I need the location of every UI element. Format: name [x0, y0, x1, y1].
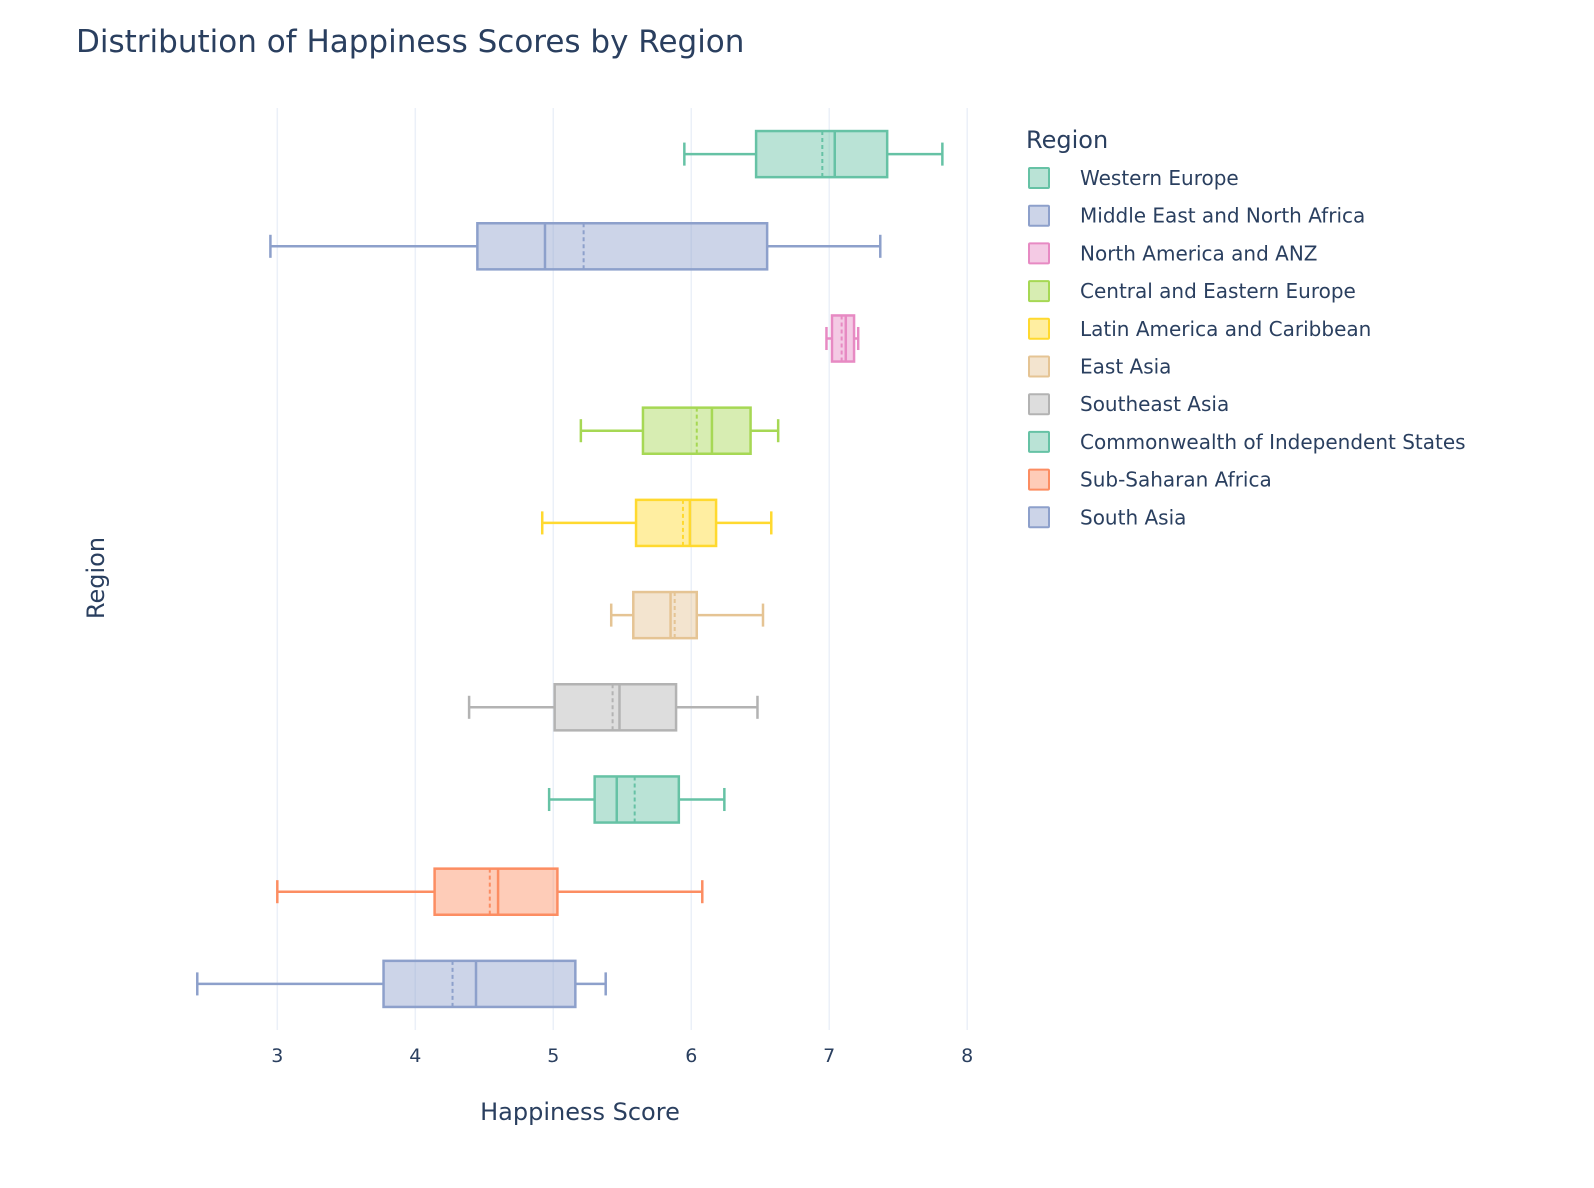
iqr-box	[382, 959, 577, 1009]
box-latin-america-and-caribbean[interactable]	[540, 498, 773, 548]
legend-swatch	[1028, 242, 1050, 265]
legend-label: East Asia	[1080, 355, 1171, 379]
box-southeast-asia[interactable]	[467, 683, 759, 732]
box-western-europe[interactable]	[683, 129, 944, 179]
legend-item[interactable]: Latin America and Caribbean	[1028, 317, 1371, 341]
iqr-box	[632, 590, 699, 640]
x-tick-label: 7	[823, 1045, 835, 1067]
legend-swatch	[1028, 204, 1050, 227]
x-tick-label: 6	[685, 1045, 697, 1067]
legend-swatch	[1028, 468, 1050, 491]
legend-label: Sub-Saharan Africa	[1080, 468, 1272, 492]
iqr-box	[553, 683, 678, 732]
box-middle-east-and-north-africa[interactable]	[269, 222, 882, 271]
box-sub-saharan-africa[interactable]	[276, 867, 704, 917]
iqr-box	[476, 222, 769, 271]
box-north-america-and-anz[interactable]	[825, 314, 860, 363]
legend-label: Central and Eastern Europe	[1080, 279, 1356, 303]
legend-item[interactable]: Commonwealth of Independent States	[1028, 430, 1466, 454]
legend-label: Latin America and Caribbean	[1080, 317, 1371, 341]
legend-swatch	[1028, 280, 1050, 303]
box-commonwealth-of-independent-states[interactable]	[547, 775, 726, 824]
legend-swatch	[1028, 317, 1050, 340]
legend-swatch	[1028, 430, 1050, 453]
x-axis-title: Happiness Score	[480, 1098, 680, 1126]
legend-label: Middle East and North Africa	[1080, 204, 1365, 228]
iqr-box	[830, 314, 856, 363]
legend-item[interactable]: Southeast Asia	[1028, 392, 1229, 416]
x-tick-labels: 3 4 5 6 7 8	[271, 1045, 973, 1067]
legend-label: North America and ANZ	[1080, 241, 1317, 265]
gridlines	[276, 108, 968, 1030]
legend-item[interactable]: Sub-Saharan Africa	[1028, 468, 1272, 492]
x-tick-label: 8	[961, 1045, 973, 1067]
legend-label: Western Europe	[1080, 166, 1239, 190]
legend-label: Commonwealth of Independent States	[1080, 430, 1466, 454]
legend-item[interactable]: Western Europe	[1028, 166, 1239, 190]
legend[interactable]: Region Western Europe Middle East and Nor…	[1026, 126, 1466, 529]
legend-item[interactable]: Middle East and North Africa	[1028, 204, 1365, 228]
legend-title: Region	[1026, 126, 1108, 154]
legend-swatch	[1028, 393, 1050, 416]
legend-label: Southeast Asia	[1080, 392, 1229, 416]
legend-swatch	[1028, 355, 1050, 378]
x-tick-label: 4	[409, 1045, 421, 1067]
box-south-asia[interactable]	[196, 959, 607, 1009]
legend-swatch	[1028, 167, 1050, 189]
legend-item[interactable]: North America and ANZ	[1028, 241, 1317, 265]
legend-swatch	[1028, 506, 1050, 529]
legend-item[interactable]: South Asia	[1028, 505, 1186, 529]
iqr-box	[433, 867, 559, 917]
chart-title: Distribution of Happiness Scores by Regi…	[76, 24, 744, 60]
iqr-box	[593, 775, 681, 824]
box-central-and-eastern-europe[interactable]	[579, 406, 780, 455]
x-tick-label: 5	[547, 1045, 559, 1067]
legend-item[interactable]: East Asia	[1028, 355, 1171, 379]
legend-label: South Asia	[1080, 505, 1186, 529]
x-tick-label: 3	[271, 1045, 283, 1067]
box-series-group	[196, 129, 944, 1009]
y-axis-title: Region	[82, 537, 110, 619]
legend-item[interactable]: Central and Eastern Europe	[1028, 279, 1356, 303]
iqr-box	[634, 498, 718, 548]
box-east-asia[interactable]	[609, 590, 765, 640]
